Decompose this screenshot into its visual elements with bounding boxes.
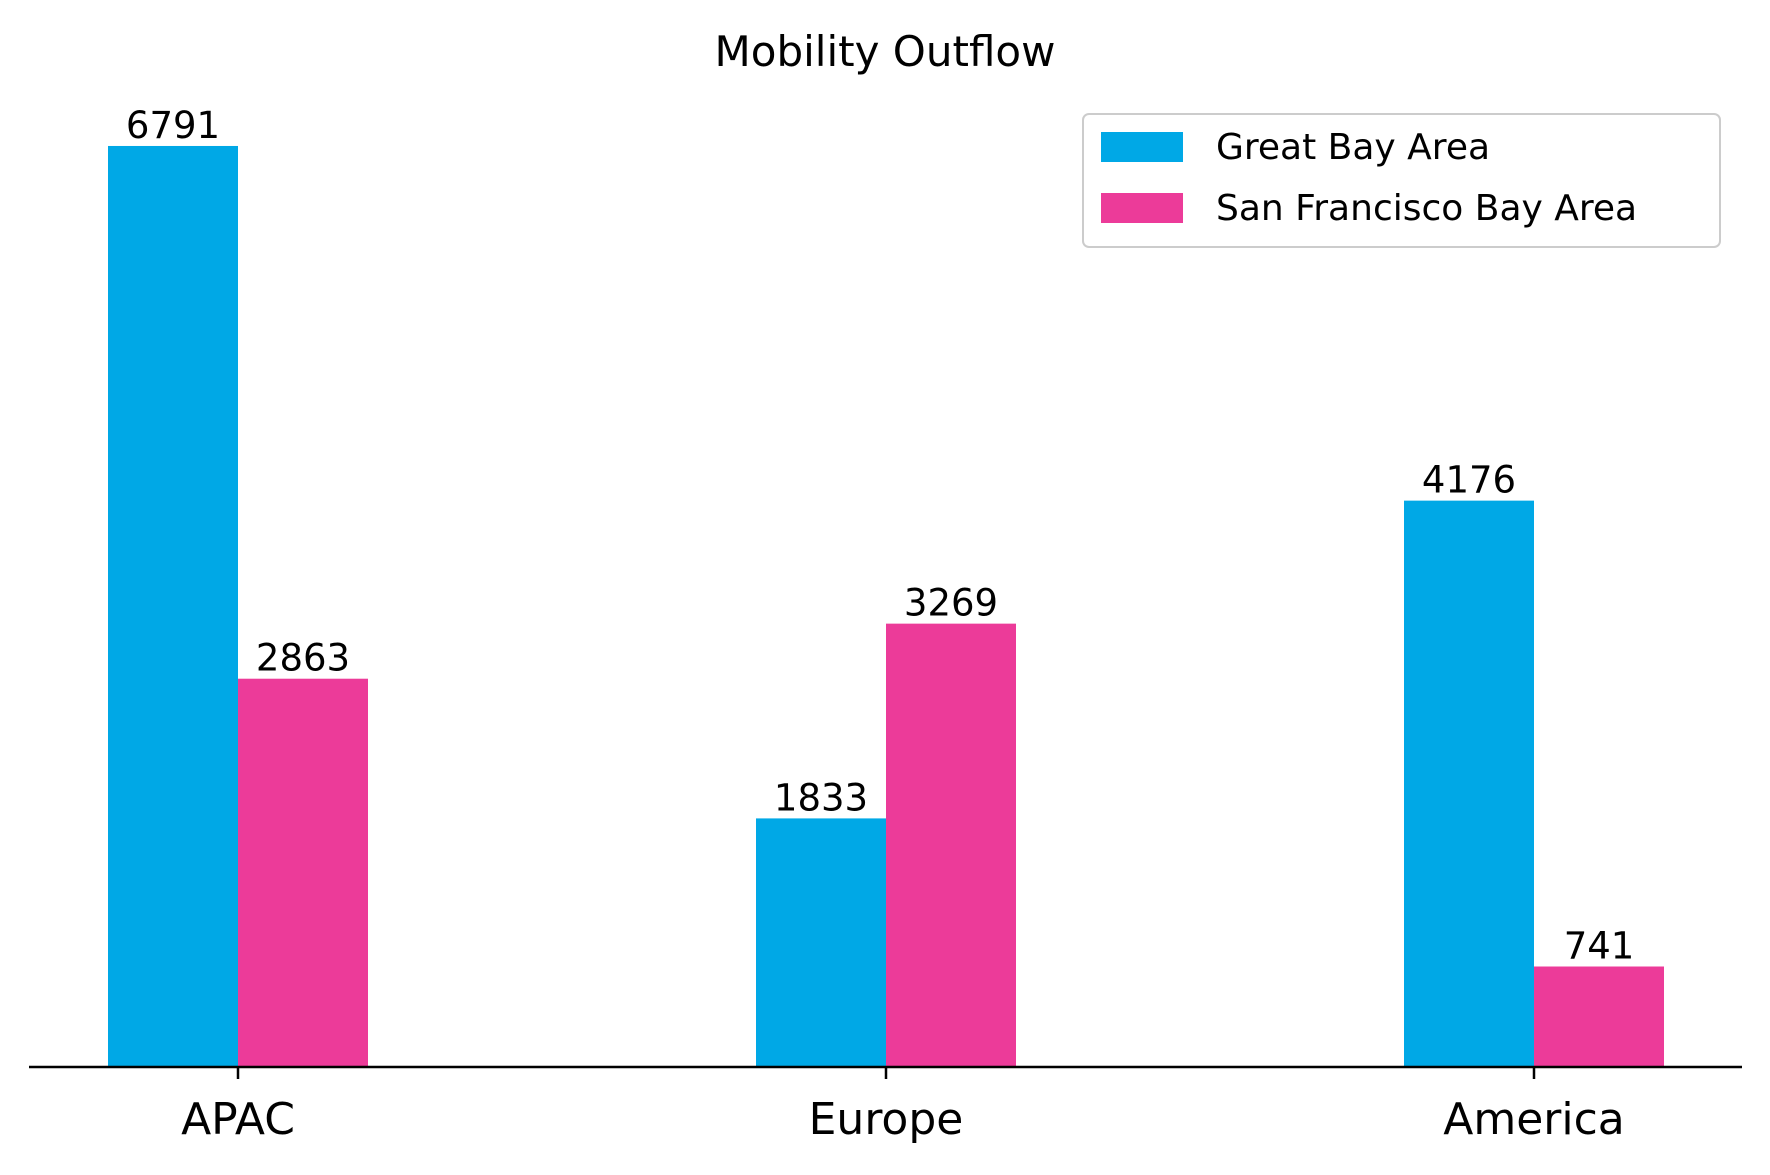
value-label: 6791 <box>126 104 220 147</box>
x-tick-label: APAC <box>181 1094 295 1145</box>
value-label: 741 <box>1564 925 1635 968</box>
legend-label: Great Bay Area <box>1216 127 1490 168</box>
legend-swatch <box>1101 193 1183 223</box>
bar-apac-series-1 <box>108 145 238 1068</box>
value-label: 3269 <box>904 582 998 625</box>
bar-europe-series-1 <box>756 818 886 1067</box>
bar-europe-series-2 <box>886 623 1016 1067</box>
chart-title: Mobility Outflow <box>715 27 1056 76</box>
legend-frame <box>1082 113 1721 248</box>
x-ticks-layer: APAC Europe America <box>181 1067 1625 1145</box>
value-label: 4176 <box>1422 459 1516 502</box>
x-tick-label: America <box>1443 1094 1625 1145</box>
bars-layer <box>108 145 1664 1068</box>
value-label: 2863 <box>256 637 350 680</box>
legend-swatch <box>1101 132 1183 162</box>
bar-apac-series-2 <box>238 678 368 1067</box>
bar-america-series-1 <box>1404 500 1534 1067</box>
value-label: 1833 <box>774 776 868 819</box>
legend: Great Bay Area San Francisco Bay Area <box>1082 113 1721 248</box>
value-labels-layer: 6791 2863 1833 3269 4176 741 <box>126 104 1634 968</box>
legend-label: San Francisco Bay Area <box>1216 188 1637 229</box>
x-tick-label: Europe <box>809 1094 964 1145</box>
bar-america-series-2 <box>1534 966 1664 1067</box>
